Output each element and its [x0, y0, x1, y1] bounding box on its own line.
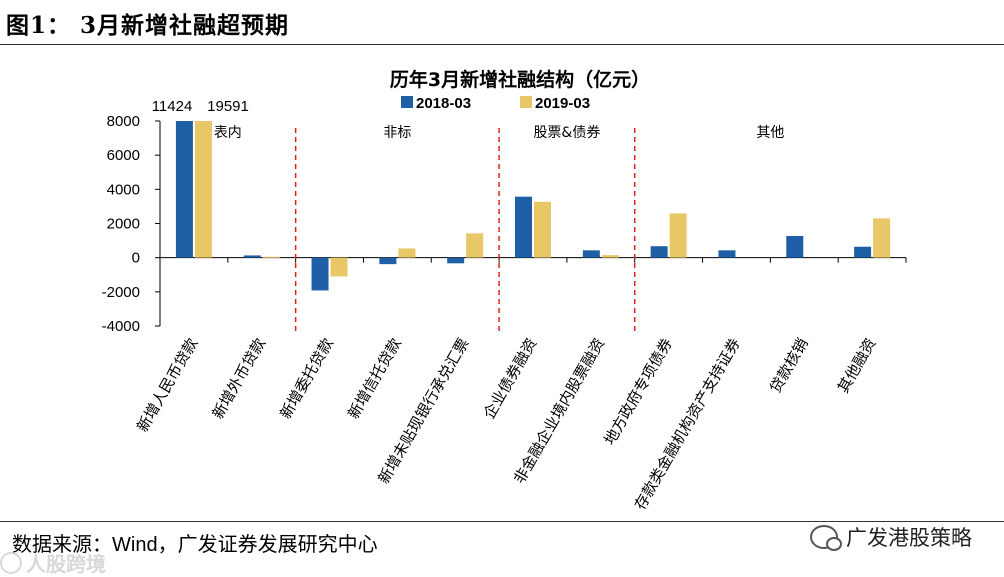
source-text: Wind，广发证券发展研究中心	[112, 534, 378, 556]
y-tick-label: 0	[132, 250, 140, 267]
y-tick-label: 2000	[107, 216, 140, 233]
brand-tag: 广发港股策略	[810, 522, 972, 552]
bar-2018-03-4	[447, 257, 465, 264]
wechat-icon	[810, 525, 842, 551]
chart-canvas: 历年3月新增社融结构（亿元） 2018-03 2019-03 11424 195…	[102, 68, 907, 513]
bar-2018-03-9	[786, 235, 804, 258]
y-tick-label: 8000	[107, 113, 140, 130]
x-category-label: 新增信托贷款	[344, 335, 405, 422]
bar-2019-03-0	[194, 121, 212, 258]
clipped-label-2019: 19591	[207, 98, 249, 115]
bars	[175, 121, 891, 291]
x-category-label: 新增外币贷款	[209, 335, 270, 422]
watermark-icon	[0, 551, 22, 574]
group-label: 其他	[756, 125, 784, 141]
bar-2018-03-5	[515, 196, 532, 258]
x-category-label: 新增委托贷款	[276, 335, 337, 422]
source-note: 数据来源：Wind，广发证券发展研究中心	[12, 528, 378, 557]
group-label: 非标	[383, 125, 411, 141]
bar-2019-03-3	[398, 248, 416, 258]
bar-2019-03-7	[669, 213, 687, 258]
chart-title: 历年3月新增社融结构（亿元）	[390, 68, 650, 91]
legend: 2018-03 2019-03	[401, 95, 590, 112]
legend-label-2019: 2019-03	[535, 95, 590, 112]
group-label: 表内	[214, 125, 242, 141]
bar-2018-03-0	[175, 121, 193, 258]
group-label: 股票&债券	[533, 125, 600, 141]
bottom-divider	[0, 521, 1004, 522]
y-axis-ticks: 8000 6000 4000 2000 0 -2000 -4000	[102, 113, 160, 335]
bar-2019-03-1	[262, 256, 280, 258]
clipped-label-2018: 11424	[152, 98, 193, 115]
bar-2019-03-2	[330, 257, 348, 277]
legend-swatch-2018	[401, 96, 413, 108]
bar-2018-03-7	[650, 246, 668, 258]
y-tick-label: -4000	[102, 318, 140, 335]
legend-label-2018: 2018-03	[416, 95, 471, 112]
y-tick-label: 4000	[107, 181, 140, 198]
watermark: 人股跨境	[0, 548, 106, 577]
bar-2019-03-5	[534, 201, 551, 258]
x-category-label: 地方政府专项债券	[601, 335, 677, 448]
axes	[159, 121, 907, 326]
y-tick-label: -2000	[102, 284, 140, 301]
bar-2018-03-10	[854, 246, 872, 258]
x-category-label: 新增人民币贷款	[133, 335, 201, 435]
x-category-label: 企业债券融资	[480, 335, 541, 422]
bar-2018-03-1	[243, 255, 261, 258]
bar-2018-03-6	[582, 250, 600, 258]
legend-swatch-2019	[520, 96, 532, 108]
y-tick-label: 6000	[107, 147, 140, 164]
x-category-label: 其他融资	[834, 335, 880, 396]
group-labels: 表内 非标 股票&债券 其他	[214, 125, 785, 141]
bar-2018-03-2	[311, 257, 329, 291]
x-category-label: 贷款核销	[766, 335, 812, 396]
figure-title: 图1： 3月新增社融超预期	[6, 12, 290, 39]
bar-2019-03-10	[873, 218, 891, 258]
brand-name: 广发港股策略	[846, 526, 972, 550]
watermark-text: 人股跨境	[26, 552, 106, 576]
group-separators	[294, 128, 636, 334]
bar-2018-03-8	[718, 250, 736, 258]
bar-2019-03-4	[466, 233, 484, 258]
source-label: 数据来源：	[12, 532, 112, 556]
top-divider	[0, 44, 1004, 45]
bar-2019-03-6	[601, 255, 619, 258]
bar-2018-03-3	[379, 257, 397, 265]
